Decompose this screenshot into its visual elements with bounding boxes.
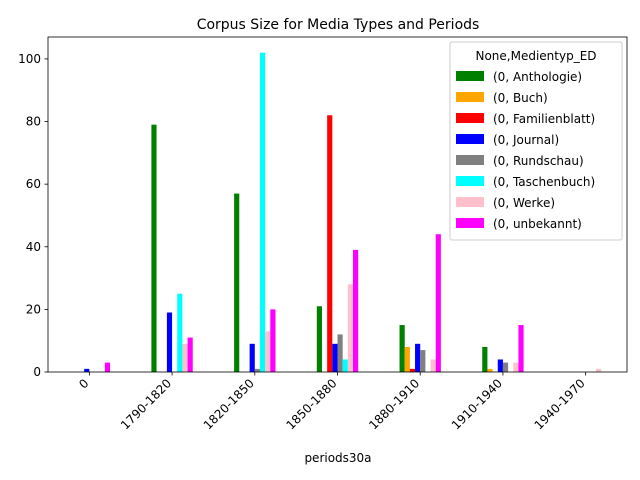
x-axis-label: periods30a xyxy=(304,451,371,465)
bar-series-0-cat-3 xyxy=(316,306,322,372)
y-tick-label: 100 xyxy=(18,52,41,66)
bar-series-6-cat-3 xyxy=(347,284,354,372)
bar-series-6-cat-5 xyxy=(513,362,519,372)
bar-series-2-cat-4 xyxy=(409,368,416,372)
bar-series-7-cat-5 xyxy=(518,325,524,372)
x-tick-label: 1940-1970 xyxy=(532,376,588,432)
bar-series-3-cat-3 xyxy=(332,343,338,372)
x-tick-label: 1880-1910 xyxy=(366,376,422,432)
bar-series-5-cat-2 xyxy=(259,52,266,373)
x-tick-label: 1910-1940 xyxy=(449,376,505,432)
legend-swatch xyxy=(456,155,484,165)
bar-series-6-cat-2 xyxy=(265,331,271,372)
legend-label: (0, Familienblatt) xyxy=(493,112,595,126)
legend-swatch xyxy=(456,92,484,102)
bar-series-4-cat-5 xyxy=(502,362,509,372)
legend-swatch xyxy=(456,113,484,123)
bar-series-7-cat-1 xyxy=(187,337,193,372)
x-tick-label: 1790-1820 xyxy=(118,376,174,432)
legend-title: None,Medientyp_ED xyxy=(475,49,596,63)
y-tick-label: 60 xyxy=(26,177,41,191)
bar-series-3-cat-2 xyxy=(249,343,255,372)
bar-series-1-cat-4 xyxy=(404,346,410,372)
bar-series-0-cat-4 xyxy=(399,325,405,372)
legend-swatch xyxy=(456,134,484,144)
x-tick-label: 1850-1880 xyxy=(283,376,339,432)
bar-series-4-cat-4 xyxy=(420,350,426,372)
legend-label: (0, unbekannt) xyxy=(493,217,582,231)
bar-series-3-cat-4 xyxy=(415,343,421,372)
y-tick-label: 0 xyxy=(33,365,41,379)
bar-series-3-cat-0 xyxy=(84,368,90,372)
legend-label: (0, Journal) xyxy=(493,133,559,147)
bar-series-5-cat-3 xyxy=(342,359,348,372)
legend-label: (0, Anthologie) xyxy=(493,70,582,84)
legend-frame xyxy=(449,41,623,241)
bar-series-6-cat-6 xyxy=(595,368,602,372)
legend-items: (0, Anthologie) (0, Buch) (0, Familienblat… xyxy=(456,70,595,231)
bar-series-0-cat-2 xyxy=(234,193,240,372)
x-tick-label: 1820-1850 xyxy=(201,376,257,432)
y-tick-label: 40 xyxy=(26,240,41,254)
bars-layer xyxy=(84,52,602,373)
bar-series-3-cat-5 xyxy=(497,359,503,372)
bar-series-4-cat-3 xyxy=(337,334,343,372)
legend-swatch xyxy=(456,197,484,207)
bar-series-7-cat-4 xyxy=(435,234,441,372)
bar-series-6-cat-4 xyxy=(430,359,436,372)
bar-series-5-cat-1 xyxy=(177,293,183,372)
legend-swatch xyxy=(456,218,484,228)
bar-series-0-cat-5 xyxy=(482,346,488,372)
legend-swatch xyxy=(456,71,484,81)
chart-title: Corpus Size for Media Types and Periods xyxy=(197,17,480,33)
y-tick-label: 20 xyxy=(26,302,41,316)
x-tick-label: 0 xyxy=(76,376,91,391)
bar-series-1-cat-5 xyxy=(487,368,493,372)
y-tick-label: 80 xyxy=(26,115,41,129)
bar-series-7-cat-2 xyxy=(270,309,276,372)
legend-label: (0, Werke) xyxy=(493,196,555,210)
bar-series-0-cat-1 xyxy=(151,124,157,372)
bar-series-6-cat-1 xyxy=(182,343,188,372)
bar-series-7-cat-0 xyxy=(104,362,111,372)
legend-label: (0, Taschenbuch) xyxy=(493,175,595,189)
bar-series-7-cat-3 xyxy=(353,249,359,372)
legend-label: (0, Buch) xyxy=(493,91,548,105)
bar-series-4-cat-2 xyxy=(254,368,260,372)
legend-label: (0, Rundschau) xyxy=(493,154,584,168)
bar-series-2-cat-3 xyxy=(327,115,333,373)
legend: None,Medientyp_ED (0, Anthologie) (0, Buc… xyxy=(449,41,623,241)
bar-series-3-cat-1 xyxy=(166,312,173,372)
legend-swatch xyxy=(456,176,484,186)
